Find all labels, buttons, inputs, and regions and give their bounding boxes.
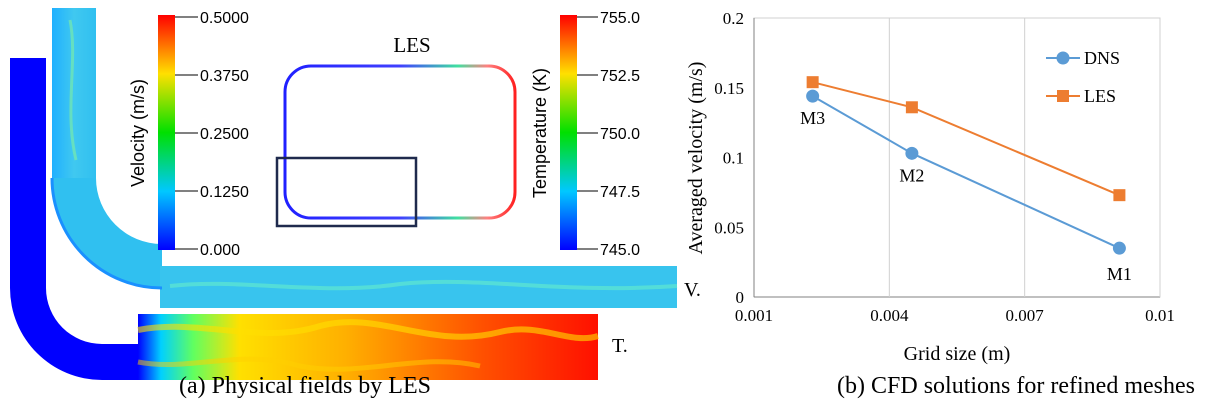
point-annotation: M2 [899,165,924,185]
data-point-dns [1112,241,1126,255]
temperature-tick-label: 750.0 [600,126,640,143]
y-tick-labels: 0 0.05 0.1 0.15 0.2 [714,9,744,307]
y-tick-label: 0.15 [714,79,744,98]
panel-a: 0.5000 0.3750 0.2500 0.1250 0.000 Veloci… [10,8,701,399]
temperature-tick-label: 752.5 [600,68,640,85]
y-tick-label: 0.1 [723,149,744,168]
velocity-tick-label: 0.2500 [200,126,249,143]
panel-b-chart: 0.001 0.004 0.007 0.01 0 0.05 0.1 0.15 0.2 M3 M2… [685,9,1175,365]
velocity-tick-label: 0.000 [200,242,240,259]
temperature-tick-label: 745.0 [600,242,640,259]
y-tick-label: 0.2 [723,9,744,28]
zoom-region-box [275,156,418,228]
grid [888,18,1161,297]
velocity-tick-label: 0.1250 [200,184,249,201]
point-annotation: M1 [1107,264,1132,284]
legend-label: LES [1084,86,1116,106]
temperature-colorbar-label: Temperature (K) [530,68,550,198]
velocity-field-pipe [50,8,678,308]
velocity-colorbar-label: Velocity (m/s) [128,79,148,187]
legend-label: DNS [1084,48,1120,68]
data-point-les [1113,189,1126,202]
les-inset: LES [275,33,517,228]
data-point-les [806,76,819,89]
x-tick-label: 0.004 [870,306,909,325]
temperature-tick-label: 755.0 [600,10,640,27]
inset-title: LES [393,33,430,57]
velocity-tick-label: 0.5000 [200,10,249,27]
y-axis-label: Averaged velocity (m/s) [685,62,707,255]
annotations: M3 M2 M1 [800,108,1132,284]
data-point-dns [905,146,919,160]
legend: DNS LES [1046,48,1120,106]
temperature-field-label: T. [612,335,628,357]
y-tick-label: 0.05 [714,218,744,237]
x-axis-label: Grid size (m) [904,343,1011,365]
legend-marker [1057,90,1069,102]
panel-b-caption: (b) CFD solutions for refined meshes [837,373,1195,399]
x-tick-label: 0.001 [735,306,773,325]
x-tick-label: 0.01 [1145,306,1175,325]
data-point-les [905,101,918,114]
y-tick-label: 0 [736,288,745,307]
temperature-colorbar: 755.0 752.5 750.0 747.5 745.0 Temperatur… [530,10,640,259]
panel-a-caption: (a) Physical fields by LES [179,373,431,399]
series-line-dns [812,95,1120,250]
data-point-dns [806,89,820,103]
series [806,76,1126,255]
velocity-colorbar: 0.5000 0.3750 0.2500 0.1250 0.000 Veloci… [128,10,249,259]
x-tick-label: 0.007 [1006,306,1045,325]
point-annotation: M3 [800,108,825,128]
velocity-field-label: V. [684,279,701,301]
velocity-tick-label: 0.3750 [200,68,249,85]
temperature-field-pipe [10,58,599,380]
temperature-tick-label: 747.5 [600,184,640,201]
legend-marker [1056,51,1070,65]
x-tick-labels: 0.001 0.004 0.007 0.01 [735,306,1175,325]
